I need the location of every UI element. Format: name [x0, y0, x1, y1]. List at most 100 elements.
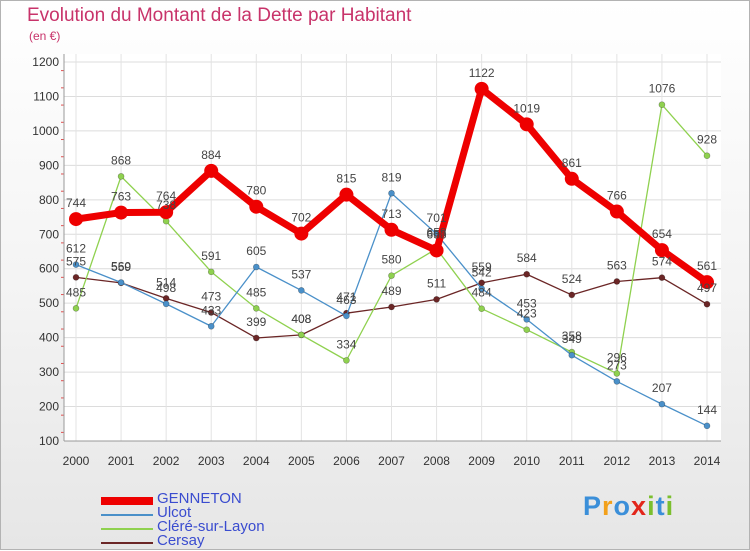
y-tick-label: 800	[39, 193, 59, 207]
y-tick-label: 900	[39, 158, 59, 172]
data-point	[162, 300, 170, 308]
data-label: 654	[652, 227, 672, 241]
data-label: 575	[66, 254, 86, 268]
data-point	[658, 400, 666, 408]
y-tick-label: 100	[39, 434, 59, 448]
data-label: 605	[246, 244, 266, 258]
data-label: 511	[427, 276, 446, 290]
y-tick-label: 300	[39, 365, 59, 379]
data-label: 485	[66, 285, 86, 299]
data-label: 207	[652, 381, 672, 395]
y-tick-label: 1000	[32, 124, 59, 138]
y-tick-label: 1200	[32, 55, 59, 69]
data-point	[523, 316, 531, 323]
logo-letter: x	[631, 491, 648, 521]
data-label: 497	[697, 281, 717, 295]
data-label: 780	[246, 184, 266, 198]
x-tick-label: 2001	[108, 454, 135, 468]
data-point	[613, 378, 621, 385]
data-point	[252, 334, 260, 342]
data-point	[703, 300, 711, 308]
data-point	[343, 312, 350, 320]
data-point	[478, 305, 485, 312]
x-tick-label: 2009	[468, 454, 495, 468]
data-point	[117, 279, 125, 286]
legend-label: Cersay	[157, 532, 205, 549]
data-label: 463	[336, 293, 356, 307]
data-point	[384, 222, 399, 237]
data-label: 574	[652, 255, 672, 269]
data-point	[72, 261, 80, 268]
y-tick-label: 1100	[33, 89, 59, 103]
data-label: 296	[607, 350, 627, 364]
data-label: 358	[562, 329, 582, 343]
plot-area	[64, 54, 721, 441]
data-label: 658	[427, 226, 447, 240]
data-label: 473	[201, 289, 221, 303]
data-point	[523, 270, 531, 278]
data-point	[700, 275, 714, 290]
data-point	[613, 278, 621, 285]
data-label: 542	[472, 266, 492, 280]
data-label: 584	[517, 251, 537, 265]
x-tick-label: 2002	[153, 454, 180, 468]
data-point	[429, 243, 444, 258]
legend-swatch	[101, 497, 153, 505]
legend-label: GENNETON	[157, 490, 242, 507]
data-label: 591	[201, 249, 221, 263]
data-point	[568, 351, 576, 359]
data-label: 537	[291, 267, 311, 281]
data-label: 884	[201, 148, 221, 162]
data-label: 349	[562, 332, 582, 346]
data-point	[388, 303, 395, 311]
data-point	[339, 187, 354, 202]
legend-label: Cléré-sur-Layon	[157, 518, 265, 535]
logo-letter: o	[613, 491, 632, 521]
data-point	[114, 205, 129, 220]
legend-swatch	[101, 514, 153, 516]
data-label: 928	[697, 133, 717, 147]
data-label: 485	[246, 285, 266, 299]
data-label: 559	[111, 260, 131, 274]
data-label: 744	[66, 196, 86, 210]
data-label: 766	[607, 189, 627, 203]
logo-letter: i	[647, 491, 656, 521]
data-point	[294, 226, 309, 241]
data-labels: 575 559 514 473 399 408 471 489 511 559 584 524 563 5…	[66, 66, 717, 417]
data-point	[343, 357, 350, 364]
data-label: 819	[381, 170, 401, 184]
data-point	[207, 309, 215, 316]
legend-swatch	[101, 528, 153, 530]
data-label: 524	[562, 272, 582, 286]
data-point	[159, 205, 174, 220]
chart-subtitle: (en €)	[29, 29, 61, 43]
data-point	[252, 305, 260, 312]
data-point	[613, 370, 621, 377]
data-point	[72, 274, 80, 281]
x-tick-label: 2003	[198, 454, 225, 468]
data-label: 408	[291, 312, 311, 326]
x-tick-label: 2000	[63, 454, 90, 468]
chart-title: Evolution du Montant de la Dette par Hab…	[27, 5, 412, 26]
axes: 100 200 300 400 500 600 700 800 900 1000 1100 1200 2…	[32, 54, 721, 468]
data-label: 423	[517, 307, 537, 321]
x-tick-label: 2006	[333, 454, 360, 468]
data-point	[433, 296, 440, 303]
data-point	[658, 274, 666, 281]
data-point	[388, 272, 395, 279]
data-label: 498	[156, 281, 176, 295]
data-label: 764	[156, 189, 176, 203]
data-label: 484	[472, 286, 492, 300]
data-label: 561	[697, 259, 717, 273]
data-point	[654, 243, 669, 258]
data-point	[72, 305, 80, 312]
x-tick-label: 2014	[694, 454, 721, 468]
data-point	[117, 173, 125, 180]
proxiti-logo: Proxiti	[583, 491, 674, 522]
grid	[64, 54, 721, 442]
logo-letter: t	[655, 491, 666, 521]
data-label: 815	[336, 172, 356, 186]
y-tick-label: 200	[39, 400, 59, 414]
data-point	[478, 285, 485, 293]
legend-swatch	[101, 542, 153, 544]
